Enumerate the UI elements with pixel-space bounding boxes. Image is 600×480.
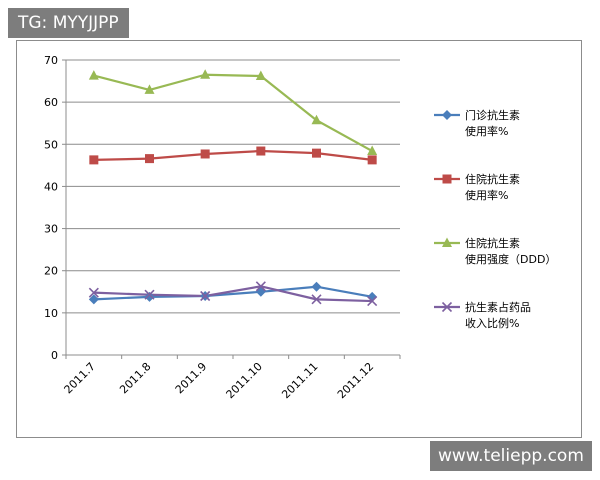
series-lines — [93, 73, 373, 303]
watermark-top: TG: MYYJJPP — [8, 8, 129, 38]
data-point-square — [145, 154, 154, 164]
data-point-diamond — [144, 291, 155, 302]
x-tick-label: 2011.7 — [62, 360, 98, 396]
x-tick-label: 2011.9 — [173, 360, 209, 396]
y-tick-label: 10 — [44, 307, 58, 320]
y-tick-labels: 0 10 20 30 40 50 60 70 — [44, 54, 58, 362]
data-point-square — [367, 155, 377, 165]
legend-label: 使用强度（DDD） — [465, 252, 556, 266]
data-point-square — [89, 155, 99, 165]
legend-label: 收入比例% — [465, 316, 519, 330]
axes — [62, 59, 401, 359]
data-point-triangle — [88, 70, 99, 80]
data-point-x — [311, 294, 322, 305]
data-point-triangle — [200, 69, 211, 79]
series-line — [93, 285, 373, 301]
legend-label: 抗生素占药品 — [465, 300, 531, 314]
y-tick-label: 70 — [44, 54, 58, 67]
y-tick-label: 60 — [44, 96, 58, 109]
x-tick-label: 2011.10 — [224, 360, 265, 401]
watermark-bottom: www.teliepp.com — [430, 441, 592, 471]
data-point-x — [255, 281, 266, 292]
data-point-square — [200, 149, 210, 159]
gridlines — [66, 59, 400, 314]
data-point-x — [367, 295, 378, 307]
data-point-square — [442, 174, 452, 184]
data-point-diamond — [442, 110, 452, 120]
data-point-triangle — [144, 84, 155, 94]
data-point-diamond — [255, 286, 266, 297]
x-marker-stroke — [367, 295, 378, 307]
x-marker-stroke — [144, 289, 155, 300]
legend-label: 住院抗生素 — [465, 172, 520, 186]
y-tick-label: 0 — [51, 349, 58, 362]
x-marker-stroke — [255, 281, 266, 292]
x-tick-label: 2011.8 — [117, 360, 153, 396]
y-tick-label: 40 — [44, 180, 58, 193]
data-point-x — [144, 289, 155, 300]
data-point-triangle — [367, 145, 378, 156]
legend: 门诊抗生素使用率%住院抗生素使用率%住院抗生素使用强度（DDD）抗生素占药品收入… — [434, 108, 556, 330]
data-point-triangle — [442, 237, 452, 247]
y-tick-label: 20 — [44, 265, 58, 278]
x-marker-stroke — [200, 290, 211, 302]
data-point-triangle — [255, 70, 266, 81]
legend-label: 使用率% — [465, 124, 508, 138]
data-point-diamond — [88, 294, 99, 305]
x-marker-stroke — [311, 294, 322, 305]
series-line — [93, 285, 373, 303]
x-marker-stroke — [88, 287, 99, 298]
data-point-x — [88, 287, 99, 298]
data-point-x — [441, 301, 453, 313]
legend-label: 门诊抗生素 — [465, 108, 520, 122]
series-line — [93, 149, 373, 161]
data-point-x — [200, 290, 211, 302]
series-markers — [88, 69, 378, 307]
data-point-square — [312, 148, 321, 158]
x-marker-stroke — [441, 301, 453, 313]
data-point-diamond — [311, 281, 322, 292]
legend-label: 使用率% — [465, 188, 508, 202]
data-point-square — [256, 146, 266, 156]
x-tick-label: 2011.12 — [335, 360, 376, 401]
data-point-triangle — [311, 114, 322, 125]
x-tick-label: 2011.11 — [279, 360, 320, 401]
legend-label: 住院抗生素 — [465, 236, 520, 250]
x-tick-labels: 2011.7 2011.8 2011.9 2011.10 2011.11 2011.12 — [62, 360, 377, 401]
series-line — [93, 73, 373, 152]
y-tick-label: 30 — [44, 223, 58, 236]
y-tick-label: 50 — [44, 138, 58, 151]
